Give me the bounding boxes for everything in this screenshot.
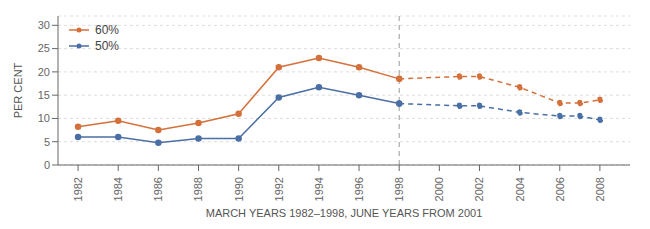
svg-text:PER CENT: PER CENT <box>12 62 24 118</box>
svg-text:1990: 1990 <box>233 177 245 201</box>
svg-text:2008: 2008 <box>594 177 606 201</box>
svg-text:1992: 1992 <box>273 177 285 201</box>
svg-text:2006: 2006 <box>554 177 566 201</box>
svg-text:15: 15 <box>38 89 50 101</box>
svg-text:20: 20 <box>38 66 50 78</box>
svg-text:0: 0 <box>44 159 50 171</box>
svg-text:1996: 1996 <box>353 177 365 201</box>
svg-text:2000: 2000 <box>433 177 445 201</box>
svg-text:2002: 2002 <box>473 177 485 201</box>
svg-text:30: 30 <box>38 19 50 31</box>
svg-text:1986: 1986 <box>152 177 164 201</box>
svg-text:5: 5 <box>44 136 50 148</box>
svg-text:2004: 2004 <box>514 177 526 201</box>
svg-text:10: 10 <box>38 112 50 124</box>
svg-text:1982: 1982 <box>72 177 84 201</box>
svg-text:1998: 1998 <box>393 177 405 201</box>
svg-text:MARCH YEARS 1982–1998, JUNE YE: MARCH YEARS 1982–1998, JUNE YEARS FROM 2… <box>206 207 483 219</box>
svg-text:25: 25 <box>38 42 50 54</box>
svg-text:1988: 1988 <box>192 177 204 201</box>
html-text:50%: 50% <box>95 39 119 53</box>
svg-text:1994: 1994 <box>313 177 325 201</box>
html-text:60%: 60% <box>95 23 119 37</box>
svg-text:1984: 1984 <box>112 177 124 201</box>
